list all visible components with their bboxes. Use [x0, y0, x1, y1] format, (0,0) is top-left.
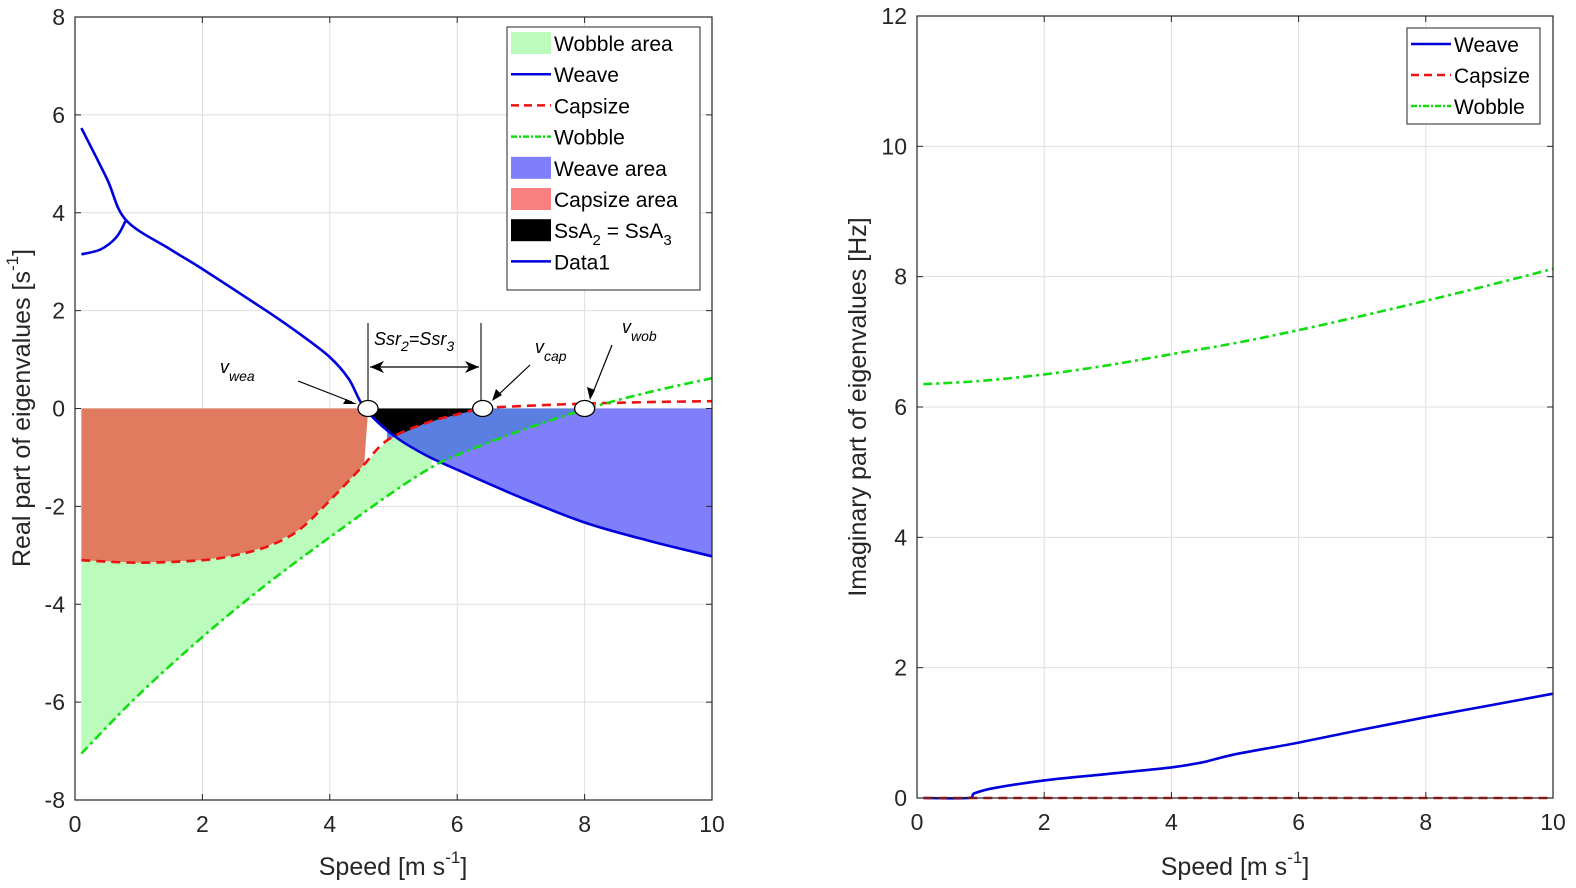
y-tick-label: 10 — [881, 133, 907, 159]
x-tick-label: 2 — [1038, 809, 1051, 835]
imag-ylabel: Imaginary part of eigenvalues [Hz] — [844, 217, 872, 596]
v-wob-arrowhead — [587, 387, 595, 400]
series-capsize — [81, 399, 713, 565]
y-tick-label: -8 — [45, 787, 65, 813]
legend-item: Data1 — [511, 251, 610, 274]
legend-item: Capsize — [511, 95, 630, 118]
x-tick-label: 6 — [1292, 809, 1305, 835]
imag-legend: Weave Capsize Wobble — [1406, 27, 1541, 125]
real-markers — [357, 399, 596, 418]
y-tick-label: 4 — [52, 200, 65, 226]
capsize-area — [81, 408, 388, 563]
y-tick-label: 12 — [881, 3, 907, 29]
legend-label: Wobble area — [554, 33, 673, 56]
ssr-label: Ssr2=Ssr3 — [374, 329, 454, 354]
marker-v-cap — [472, 399, 494, 418]
legend-label: SsA2 = SsA3 — [554, 220, 672, 249]
v-wob-label: vwob — [622, 317, 657, 344]
weave-wobble-overlap-area — [387, 408, 585, 462]
x-tick-label: 0 — [69, 811, 82, 837]
legend-label: Wobble — [554, 127, 625, 150]
wobble-area — [81, 437, 432, 754]
legend-label: Capsize — [1454, 65, 1530, 88]
v-cap-arrowhead — [492, 389, 502, 401]
imag-xlabel: Speed [m s-1] — [1161, 848, 1310, 881]
real-areas — [81, 408, 712, 754]
real-axes-box — [74, 16, 713, 801]
legend-swatch — [511, 156, 551, 179]
legend-label: Weave — [1454, 34, 1519, 57]
x-tick-label: 0 — [911, 809, 924, 835]
v-wob-arrow — [591, 344, 613, 396]
legend-label: Data1 — [554, 251, 610, 274]
imag-grid — [917, 16, 1553, 798]
series-weave — [923, 692, 1554, 800]
legend-item: Wobble — [1411, 96, 1525, 119]
x-tick-label: 4 — [1165, 809, 1178, 835]
y-tick-label: 6 — [894, 394, 907, 420]
legend-item: SsA2 = SsA3 — [511, 219, 672, 249]
series-wobble — [923, 267, 1554, 386]
ssr-arrowhead-left — [370, 361, 384, 373]
real-legend: Wobble area Weave Capsize Wobble Weave area C… — [506, 26, 701, 291]
y-tick-label: 0 — [52, 396, 65, 422]
real-part-axes: Ssr2=Ssr3 vwea vcap vwob 0 2 4 6 8 10 -8 -6 -4 -2… — [3, 4, 725, 881]
legend-item: Capsize area — [511, 188, 678, 212]
real-annotations: Ssr2=Ssr3 vwea vcap vwob — [220, 317, 657, 405]
legend-label: Wobble — [1454, 96, 1525, 119]
x-tick-label: 10 — [1540, 809, 1566, 835]
marker-v-wob — [573, 399, 596, 418]
series-weave — [80, 127, 713, 558]
x-tick-label: 4 — [323, 811, 336, 837]
y-tick-label: 8 — [894, 264, 907, 290]
legend-swatch — [511, 188, 551, 210]
legend-label: Weave — [554, 64, 619, 87]
imag-series — [923, 267, 1554, 800]
real-ylabel: Real part of eigenvalues [s-1] — [3, 249, 36, 567]
y-tick-label: -6 — [45, 689, 65, 715]
y-tick-label: 8 — [52, 4, 65, 30]
legend-swatch — [511, 32, 551, 54]
series-weave-lower-branch — [81, 219, 128, 256]
real-ticks: 0 2 4 6 8 10 -8 -6 -4 -2 0 2 4 6 8 — [45, 4, 725, 837]
y-tick-label: -4 — [45, 591, 66, 617]
x-tick-label: 8 — [1419, 809, 1432, 835]
real-xlabel: Speed [m s-1] — [319, 848, 468, 881]
v-cap-label: vcap — [535, 337, 567, 364]
v-cap-arrow — [495, 364, 531, 398]
legend-label: Weave area — [554, 158, 667, 181]
x-tick-label: 6 — [451, 811, 464, 837]
legend-swatch — [511, 219, 551, 242]
legend-item: Weave area — [511, 156, 667, 181]
legend-label: Capsize area — [554, 189, 678, 212]
x-tick-label: 2 — [196, 811, 209, 837]
x-tick-label: 8 — [578, 811, 591, 837]
legend-label: Capsize — [554, 95, 630, 118]
legend-item: Capsize — [1411, 65, 1530, 88]
y-tick-label: 4 — [894, 524, 907, 550]
y-tick-label: 6 — [52, 102, 65, 128]
legend-item: Wobble — [511, 127, 625, 150]
ssr-arrowhead-right — [465, 361, 479, 373]
v-wea-arrow — [297, 380, 353, 403]
y-tick-label: 2 — [52, 298, 65, 324]
v-wea-arrowhead — [343, 399, 357, 404]
marker-v-wea — [357, 399, 379, 418]
v-wea-label: vwea — [220, 357, 255, 384]
imag-part-axes: 0 2 4 6 8 10 0 2 4 6 8 10 12 Speed [m s-1] Imaginary… — [844, 3, 1566, 881]
x-tick-label: 10 — [699, 811, 725, 837]
y-tick-label: -2 — [45, 493, 65, 519]
imag-axes-box — [916, 15, 1554, 799]
y-tick-label: 0 — [894, 785, 907, 811]
legend-item: Wobble area — [511, 32, 673, 56]
legend-item: Weave — [511, 64, 619, 87]
legend-item: Weave — [1411, 34, 1519, 57]
y-tick-label: 2 — [894, 655, 907, 681]
